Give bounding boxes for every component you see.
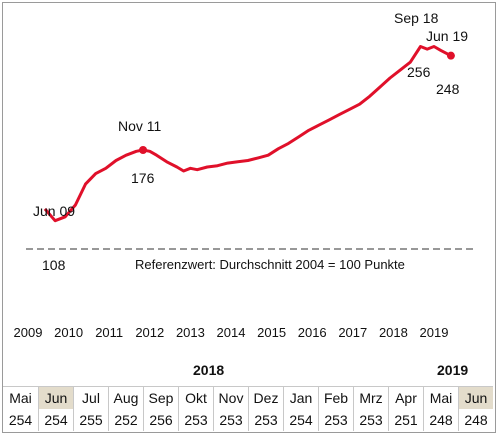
reference-label: Referenzwert: Durchschnitt 2004 = 100 Pu… [135, 257, 405, 272]
month-cell: Okt [178, 386, 213, 409]
annotation-nov11-value: 176 [131, 170, 155, 186]
x-tick-label: 2013 [176, 325, 205, 340]
value-cell: 253 [248, 409, 283, 431]
month-cell: Jun [38, 386, 73, 409]
value-cell: 254 [38, 409, 73, 431]
value-cell: 251 [388, 409, 423, 431]
monthly-values-table: 2018 2019 Mai Jun Jul Aug Sep Okt Nov De… [3, 354, 493, 431]
value-cell: 253 [213, 409, 248, 431]
month-row: Mai Jun Jul Aug Sep Okt Nov Dez Jan Feb … [3, 386, 493, 409]
x-axis-ticks: 2009 2010 2011 2012 2013 2014 2015 2016 2017 2018… [14, 325, 449, 340]
value-cell: 248 [423, 409, 458, 431]
value-cell: 256 [143, 409, 178, 431]
month-cell: Mrz [353, 386, 388, 409]
value-cell: 255 [73, 409, 108, 431]
x-tick-label: 2017 [338, 325, 367, 340]
value-cell: 253 [178, 409, 213, 431]
x-tick-label: 2019 [420, 325, 449, 340]
year-header-row: 2018 2019 [3, 354, 493, 386]
line-chart: 2009 2010 2011 2012 2013 2014 2015 2016 2017 2018… [14, 10, 476, 340]
annotation-sep18-date: Sep 18 [394, 10, 439, 26]
end-jun19-marker [446, 51, 455, 60]
value-cell: 253 [318, 409, 353, 431]
month-cell: Feb [318, 386, 353, 409]
value-cell: 254 [283, 409, 318, 431]
month-cell: Aug [108, 386, 143, 409]
month-cell: Jul [73, 386, 108, 409]
value-row: 254 254 255 252 256 253 253 253 254 253 … [3, 409, 493, 431]
month-cell: Mai [423, 386, 458, 409]
chart-frame [2, 2, 496, 433]
year-2018-label: 2018 [193, 362, 225, 378]
value-cell: 253 [353, 409, 388, 431]
x-tick-label: 2010 [54, 325, 83, 340]
series-line [43, 45, 452, 223]
month-cell: Nov [213, 386, 248, 409]
value-cell: 252 [108, 409, 143, 431]
annotation-nov11-date: Nov 11 [118, 118, 162, 134]
value-cell: 248 [458, 409, 493, 431]
month-cell: Apr [388, 386, 423, 409]
annotation-sep18-value: 256 [407, 64, 431, 80]
x-tick-label: 2011 [95, 325, 123, 340]
month-cell: Sep [143, 386, 178, 409]
annotation-jun09-value: 108 [42, 257, 66, 273]
month-cell: Dez [248, 386, 283, 409]
x-tick-label: 2012 [135, 325, 164, 340]
month-cell: Jan [283, 386, 318, 409]
month-cell: Mai [3, 386, 38, 409]
year-2019-label: 2019 [437, 362, 469, 378]
value-cell: 254 [8, 412, 33, 428]
month-cell: Jun [458, 386, 493, 409]
annotation-jun09-date: Jun 09 [33, 203, 75, 219]
peak-nov11-marker [139, 146, 148, 154]
x-tick-label: 2015 [257, 325, 286, 340]
x-tick-label: 2016 [298, 325, 327, 340]
x-tick-label: 2018 [379, 325, 408, 340]
annotation-jun19-value: 248 [436, 81, 460, 97]
x-tick-label: 2009 [14, 325, 43, 340]
annotation-jun19-date: Jun 19 [426, 28, 468, 44]
x-tick-label: 2014 [217, 325, 246, 340]
